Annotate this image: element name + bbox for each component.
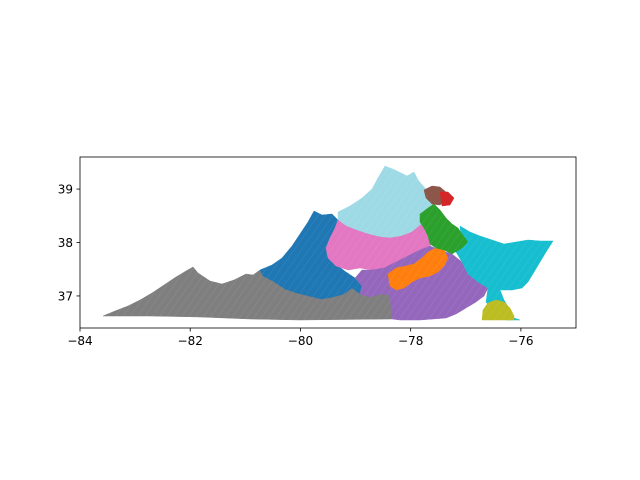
x-tick-label: −78 [398, 334, 423, 348]
y-tick-label: 39 [58, 183, 73, 197]
district-regions [102, 165, 554, 321]
y-axis: 37 38 39 [58, 183, 80, 303]
y-tick-label: 38 [58, 236, 73, 250]
region-nova-red [439, 191, 455, 207]
x-axis: −84 −82 −80 −78 −76 [67, 328, 534, 348]
precinct-texture [103, 166, 553, 320]
x-tick-label: −84 [67, 334, 92, 348]
x-tick-label: −82 [178, 334, 203, 348]
x-tick-label: −80 [288, 334, 313, 348]
y-tick-label: 37 [58, 289, 73, 303]
x-tick-label: −76 [508, 334, 533, 348]
